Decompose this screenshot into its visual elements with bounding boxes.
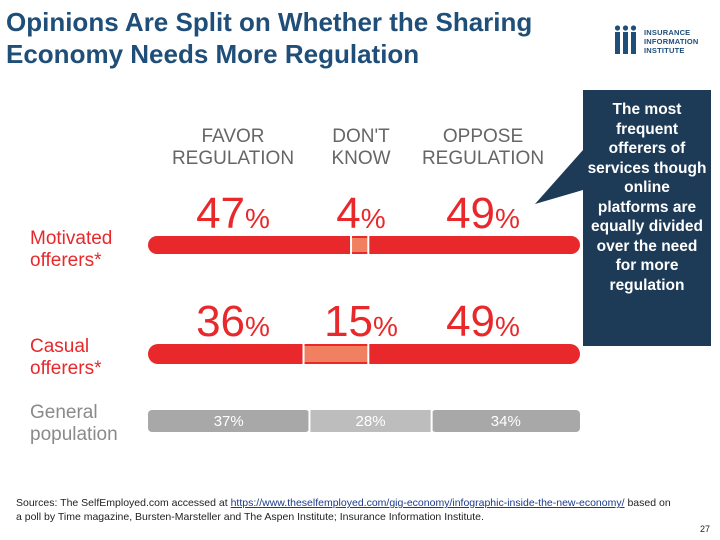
- bar-segment-dont-know: [303, 346, 369, 362]
- bar-separator: [430, 410, 433, 432]
- logo-line-1: INSURANCE: [644, 28, 691, 37]
- data-label: 49%: [446, 297, 520, 346]
- row-label-line1: Motivated: [30, 228, 112, 249]
- bar-separator: [367, 236, 370, 254]
- column-header-line2: REGULATION: [422, 148, 544, 169]
- page-title: Opinions Are Split on Whether the Sharin…: [6, 7, 533, 69]
- column-header-line1: OPPOSE: [443, 126, 523, 147]
- bar-separator: [308, 410, 311, 432]
- column-header-line2: REGULATION: [172, 148, 294, 169]
- bar-separator: [367, 344, 370, 364]
- bar-segment-general-1: [309, 410, 432, 432]
- column-header-line1: FAVOR: [202, 126, 265, 147]
- row-label-line2: offerers*: [30, 358, 102, 379]
- bar-segment-dont-know: [351, 238, 369, 252]
- sources-link[interactable]: https://www.theselfemployed.com/gig-econ…: [230, 497, 625, 509]
- data-label: 37%: [214, 413, 244, 430]
- column-header-line2: KNOW: [331, 148, 390, 169]
- bar-separator: [302, 344, 305, 364]
- sources-prefix: Sources: The SelfEmployed.com accessed a…: [16, 497, 231, 509]
- data-label: 49%: [446, 189, 520, 238]
- page-number: 27: [700, 524, 711, 534]
- bar-segment-general-0: [148, 410, 310, 432]
- row-label-line1: Casual: [30, 336, 89, 357]
- data-label: 15%: [324, 297, 398, 346]
- logo-line-3: INSTITUTE: [644, 46, 685, 55]
- bar-separator: [350, 236, 353, 254]
- sources-note: Sources: The SelfEmployed.com accessed a…: [16, 496, 676, 524]
- data-label: 4%: [336, 189, 385, 238]
- callout-tail: [535, 150, 583, 204]
- row-label-line2: offerers*: [30, 250, 102, 271]
- column-header-line1: DON'T: [332, 126, 390, 147]
- sources-suffix: based on a poll by Time magazine, Burste…: [16, 497, 671, 523]
- row-label-line1: General: [30, 402, 98, 423]
- data-label: 47%: [196, 189, 270, 238]
- iii-logo-icon: [614, 25, 637, 54]
- bar-segment-general-2: [431, 410, 580, 432]
- logo-line-2: INFORMATION: [644, 37, 699, 46]
- data-label: 34%: [491, 413, 521, 430]
- iii-logo: INSURANCE INFORMATION INSTITUTE: [612, 24, 714, 64]
- data-label: 28%: [356, 413, 386, 430]
- callout-box: The most frequent offerers of services t…: [583, 90, 711, 346]
- data-label: 36%: [196, 297, 270, 346]
- iii-logo-text: INSURANCE INFORMATION INSTITUTE: [644, 28, 699, 55]
- row-label-line2: population: [30, 424, 118, 445]
